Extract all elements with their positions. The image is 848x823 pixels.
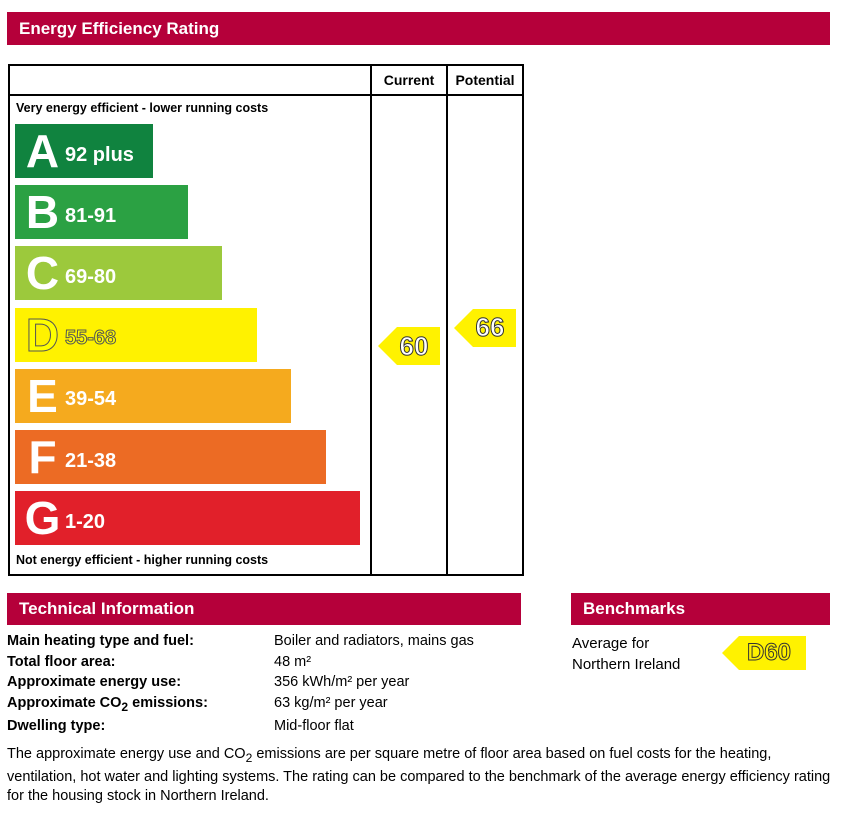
info-value: 48 m² (274, 653, 312, 670)
band-range: 69-80 (65, 265, 117, 288)
benchmark-label: Average for Northern Ireland (572, 633, 680, 675)
band-letter: A (25, 125, 59, 177)
column-divider (370, 66, 372, 574)
potential-arrow-shape (454, 308, 516, 347)
energy-rating-chart: Current Potential Very energy efficient … (8, 64, 524, 576)
benchmark-label-line2: Northern Ireland (572, 656, 681, 673)
band-letter: D (25, 308, 59, 361)
bottom-caption: Not energy efficient - higher running co… (16, 553, 269, 567)
current-rating-arrow: 60 (378, 327, 440, 366)
band-letter: F (28, 431, 56, 483)
footnote-subscript: 2 (245, 750, 253, 765)
band-range: 92 plus (65, 143, 134, 166)
band-a: A 92 plus (15, 124, 153, 178)
band-c: C 69-80 (15, 246, 222, 301)
info-label: Approximate CO2 emissions: (7, 695, 208, 714)
benchmarks-header: Benchmarks (571, 593, 830, 625)
band-range: 39-54 (65, 388, 117, 411)
potential-rating-arrow: 66 (454, 308, 516, 347)
benchmark-arrow: D60 (722, 636, 806, 670)
benchmarks-title: Benchmarks (583, 599, 686, 618)
band-letter: B (25, 186, 59, 239)
info-label-prefix: Approximate CO (7, 694, 122, 711)
technical-title: Technical Information (19, 599, 195, 618)
band-d: D 55-68 (15, 307, 257, 362)
column-divider (446, 66, 448, 574)
benchmark-label-line1: Average for (572, 635, 650, 652)
band-range: 81-91 (65, 204, 117, 227)
column-header-current: Current (383, 72, 435, 88)
info-value: Boiler and radiators, mains gas (274, 633, 474, 649)
info-label: Main heating type and fuel: (7, 633, 194, 649)
band-e: E 39-54 (15, 368, 291, 423)
info-row: Dwelling type: Mid-floor flat (7, 718, 527, 739)
band-b: B 81-91 (15, 185, 188, 240)
benchmark-value: D60 (746, 639, 792, 667)
band-letter: G (24, 492, 61, 545)
info-row: Approximate CO2 emissions: 63 kg/m² per … (7, 695, 527, 718)
info-row: Main heating type and fuel: Boiler and r… (7, 633, 527, 654)
footnote-part1: The approximate energy use and CO (7, 746, 246, 762)
info-value: 356 kWh/m² per year (274, 674, 410, 690)
info-row: Total floor area: 48 m² (7, 654, 527, 675)
header-divider (10, 94, 522, 96)
energy-rating-title: Energy Efficiency Rating (19, 18, 220, 38)
info-value: Mid-floor flat (274, 717, 354, 734)
technical-info: Main heating type and fuel: Boiler and r… (7, 633, 527, 738)
info-label: Approximate energy use: (7, 674, 182, 690)
footnote: The approximate energy use and CO2 emiss… (7, 745, 837, 806)
top-caption: Very energy efficient - lower running co… (16, 101, 269, 115)
band-f: F 21-38 (15, 430, 326, 484)
band-range: 55-68 (64, 327, 117, 350)
band-range: 1-20 (65, 510, 106, 533)
column-header-potential: Potential (455, 72, 515, 88)
current-arrow-shape (378, 327, 440, 366)
info-label: Total floor area: (7, 653, 116, 670)
band-range: 21-38 (65, 449, 117, 472)
benchmark-arrow-shape (722, 636, 806, 670)
info-label: Dwelling type: (7, 717, 106, 734)
info-label-suffix: emissions: (128, 694, 208, 711)
info-label-subscript: 2 (121, 699, 129, 714)
energy-rating-header: Energy Efficiency Rating (7, 12, 830, 45)
footnote-part2: emissions are per square metre of floor … (7, 746, 831, 804)
band-letter: C (25, 247, 59, 300)
potential-rating-value: 66 (475, 312, 505, 343)
current-rating-value: 60 (399, 330, 429, 361)
technical-header: Technical Information (7, 593, 521, 625)
info-row: Approximate energy use: 356 kWh/m² per y… (7, 674, 527, 695)
info-value: 63 kg/m² per year (274, 694, 388, 711)
band-letter: E (27, 369, 58, 422)
band-g: G 1-20 (15, 491, 360, 546)
